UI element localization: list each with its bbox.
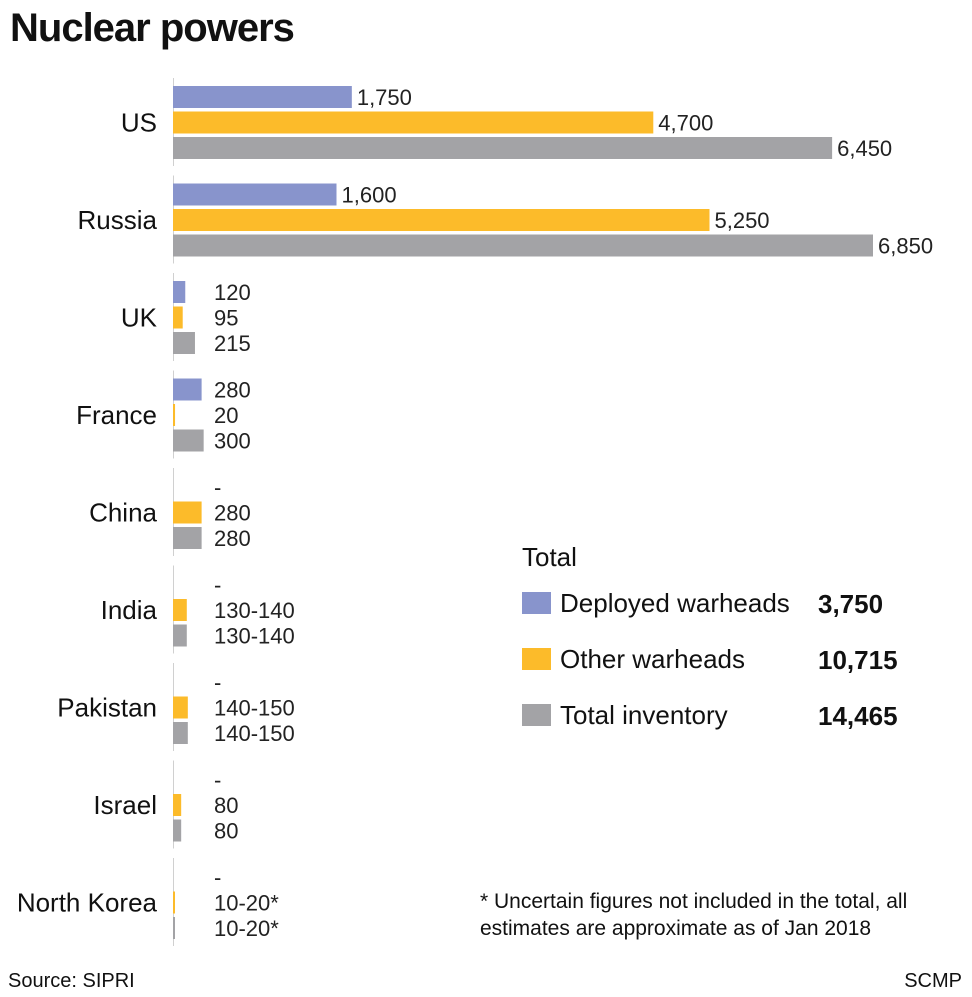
source-label: Source: SIPRI bbox=[8, 970, 135, 992]
data-label: 5,250 bbox=[714, 208, 769, 233]
data-label: 130-140 bbox=[214, 598, 295, 623]
category-label: France bbox=[76, 400, 157, 430]
category-label: North Korea bbox=[17, 888, 158, 918]
data-label: 140-150 bbox=[214, 696, 295, 721]
data-label: 130-140 bbox=[214, 624, 295, 649]
bar bbox=[173, 819, 182, 842]
category-label: India bbox=[101, 595, 158, 625]
data-label: 280 bbox=[214, 501, 251, 526]
data-label: - bbox=[214, 573, 221, 598]
bar bbox=[173, 624, 187, 647]
data-label: 6,850 bbox=[878, 234, 933, 259]
category-label: US bbox=[121, 108, 157, 138]
legend-label: Deployed warheads bbox=[560, 588, 790, 618]
bar bbox=[173, 794, 182, 816]
bar bbox=[173, 183, 337, 206]
legend-label: Other warheads bbox=[560, 644, 745, 674]
legend-total: 3,750 bbox=[818, 589, 883, 619]
bar bbox=[173, 234, 873, 257]
data-label: - bbox=[214, 670, 221, 695]
bar bbox=[173, 86, 352, 108]
footnote: * Uncertain figures not included in the … bbox=[480, 890, 908, 940]
data-label: 215 bbox=[214, 331, 251, 356]
bar bbox=[173, 281, 186, 303]
legend-total: 14,465 bbox=[818, 701, 898, 731]
bar bbox=[173, 917, 175, 939]
category-label: China bbox=[89, 498, 157, 528]
chart-title: Nuclear powers bbox=[10, 6, 295, 50]
data-label: 10-20* bbox=[214, 916, 279, 941]
data-label: 20 bbox=[214, 403, 238, 428]
data-label: 10-20* bbox=[214, 891, 279, 916]
data-label: 300 bbox=[214, 429, 251, 454]
legend-swatch bbox=[522, 592, 551, 614]
legend-total: 10,715 bbox=[818, 645, 898, 675]
legend-title: Total bbox=[522, 542, 577, 572]
data-label: 6,450 bbox=[837, 136, 892, 161]
bar bbox=[173, 501, 202, 524]
data-label: 140-150 bbox=[214, 721, 295, 746]
data-label: 1,600 bbox=[342, 183, 397, 208]
category-label: UK bbox=[121, 303, 158, 333]
data-label: - bbox=[214, 768, 221, 793]
bar bbox=[173, 722, 188, 744]
data-label: 80 bbox=[214, 793, 238, 818]
bar bbox=[173, 599, 187, 621]
legend-swatch bbox=[522, 704, 551, 726]
bar bbox=[173, 527, 202, 549]
bar bbox=[173, 306, 183, 329]
bar bbox=[173, 332, 195, 354]
bar bbox=[173, 429, 204, 452]
bar bbox=[173, 137, 833, 159]
data-label: 95 bbox=[214, 306, 238, 331]
data-label: - bbox=[214, 865, 221, 890]
bar bbox=[173, 696, 188, 719]
bar bbox=[173, 404, 176, 426]
legend-swatch bbox=[522, 648, 551, 670]
data-label: 1,750 bbox=[357, 85, 412, 110]
bar bbox=[173, 111, 654, 134]
bar bbox=[173, 209, 710, 231]
data-label: 80 bbox=[214, 819, 238, 844]
credit-label: SCMP bbox=[904, 970, 962, 992]
data-label: 280 bbox=[214, 378, 251, 403]
data-label: 280 bbox=[214, 526, 251, 551]
category-label: Russia bbox=[78, 205, 158, 235]
data-label: 4,700 bbox=[658, 111, 713, 136]
data-label: - bbox=[214, 475, 221, 500]
category-label: Pakistan bbox=[57, 693, 157, 723]
data-label: 120 bbox=[214, 280, 251, 305]
bar bbox=[173, 378, 202, 401]
legend-label: Total inventory bbox=[560, 700, 728, 730]
category-label: Israel bbox=[93, 790, 157, 820]
bar bbox=[173, 891, 175, 914]
